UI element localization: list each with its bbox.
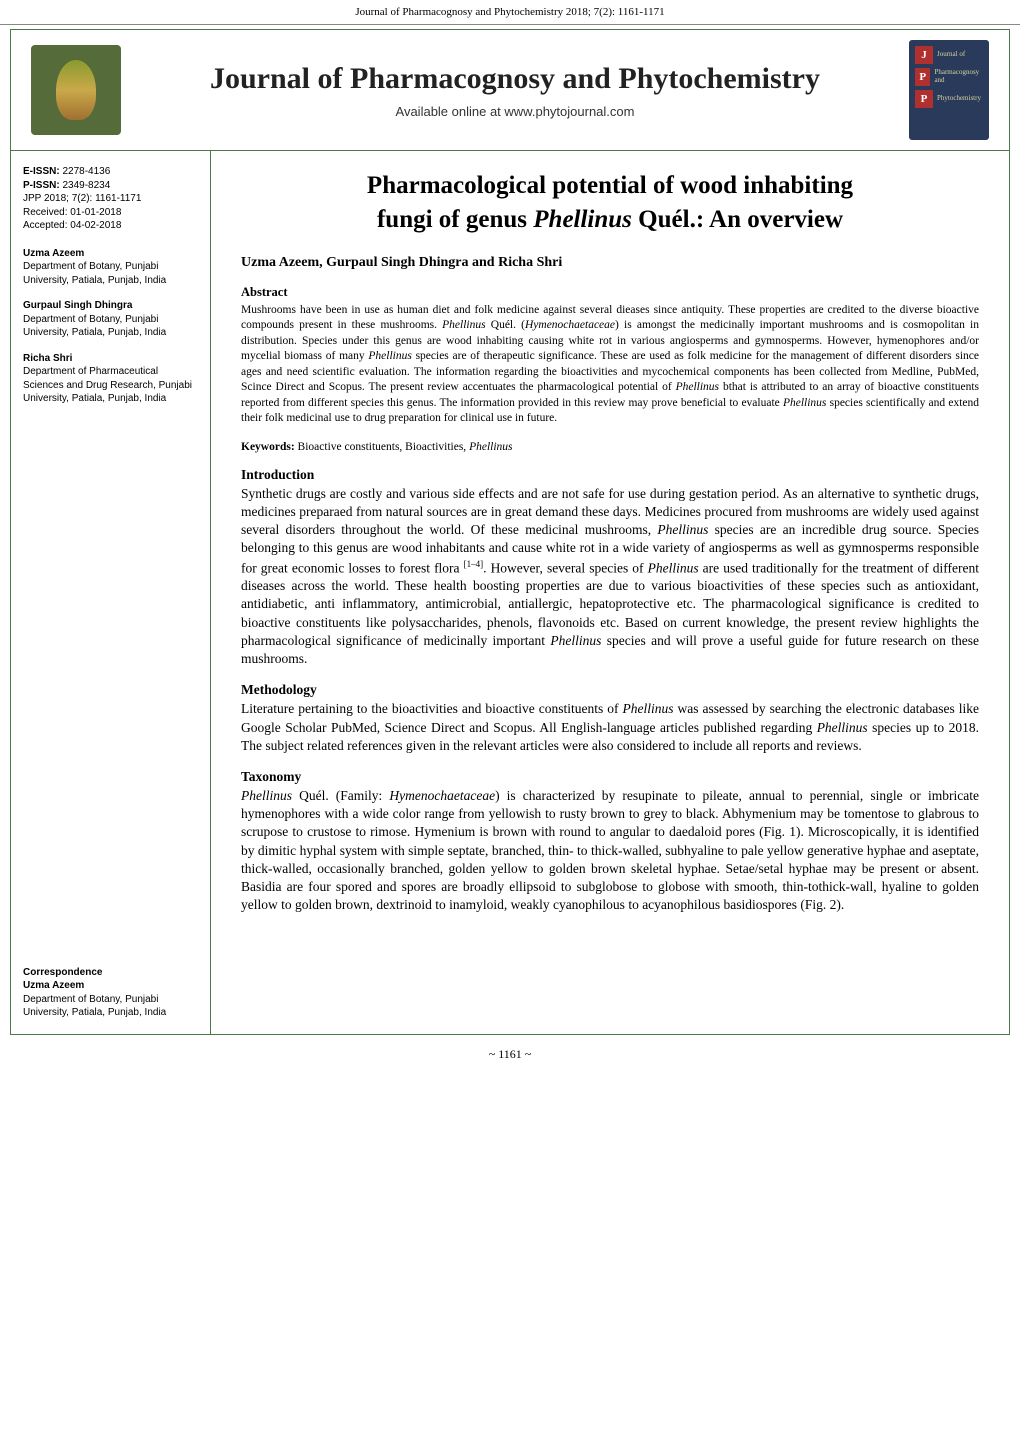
abstract-seg: Quél. ( — [486, 319, 525, 331]
method-seg: Literature pertaining to the bioactiviti… — [241, 701, 623, 716]
keywords-line: Keywords: Bioactive constituents, Bioact… — [241, 441, 979, 453]
eissn-label: E-ISSN: — [23, 166, 60, 177]
method-genus: Phellinus — [817, 720, 868, 735]
sidebar-author-name: Richa Shri — [23, 352, 198, 366]
page-number: ~ 1161 ~ — [0, 1039, 1020, 1070]
intro-genus: Phellinus — [550, 633, 601, 648]
abstract-genus: Phellinus — [676, 381, 719, 393]
abstract-heading: Abstract — [241, 285, 979, 300]
sidebar-author-affil: Department of Pharmaceutical Sciences an… — [23, 365, 198, 406]
keywords-label: Keywords: — [241, 441, 295, 453]
banner-center: Journal of Pharmacognosy and Phytochemis… — [121, 62, 909, 119]
journal-logo — [31, 45, 121, 135]
correspondence-name: Uzma Azeem — [23, 979, 198, 993]
journal-availability: Available online at www.phytojournal.com — [121, 104, 909, 119]
correspondence-heading: Correspondence — [23, 966, 198, 980]
sidebar-author: Richa Shri Department of Pharmaceutical … — [23, 352, 198, 406]
main-column: Pharmacological potential of wood inhabi… — [211, 151, 1009, 1034]
badge-letter-icon: P — [915, 68, 930, 86]
abstract-family: Hymenochaetaceae — [525, 319, 615, 331]
keywords-text: Bioactive constituents, Bioactivities, — [295, 441, 469, 453]
taxonomy-heading: Taxonomy — [241, 769, 979, 785]
badge-row: J Journal of — [915, 46, 983, 64]
method-genus: Phellinus — [623, 701, 674, 716]
logo-glyph-icon — [56, 60, 96, 120]
badge-text: Phytochemistry — [937, 95, 981, 103]
correspondence-block: Correspondence Uzma Azeem Department of … — [23, 966, 198, 1020]
title-line2a: fungi of genus — [377, 206, 533, 233]
abstract-genus: Phellinus — [442, 319, 485, 331]
methodology-text: Literature pertaining to the bioactiviti… — [241, 700, 979, 755]
intro-text: Synthetic drugs are costly and various s… — [241, 485, 979, 669]
taxonomy-text: Phellinus Quél. (Family: Hymenochaetacea… — [241, 787, 979, 915]
jpp-line: JPP 2018; 7(2): 1161-1171 — [23, 192, 198, 206]
sidebar-author: Uzma Azeem Department of Botany, Punjabi… — [23, 247, 198, 288]
content-area: E-ISSN: 2278-4136 P-ISSN: 2349-8234 JPP … — [11, 151, 1009, 1034]
taxonomy-seg: ) is characterized by resupinate to pile… — [241, 788, 979, 912]
left-sidebar: E-ISSN: 2278-4136 P-ISSN: 2349-8234 JPP … — [11, 151, 211, 1034]
sidebar-author-affil: Department of Botany, Punjabi University… — [23, 313, 198, 340]
journal-badge: J Journal of P Pharmacognosy and P Phyto… — [909, 40, 989, 140]
intro-seg: . However, several species of — [483, 560, 647, 575]
article-title: Pharmacological potential of wood inhabi… — [241, 169, 979, 237]
title-line2c: Quél.: An overview — [632, 206, 843, 233]
badge-text: Journal of — [937, 51, 965, 59]
received-line: Received: 01-01-2018 — [23, 206, 198, 220]
abstract-genus: Phellinus — [783, 397, 826, 409]
abstract-text: Mushrooms have been in use as human diet… — [241, 303, 979, 427]
accepted-line: Accepted: 04-02-2018 — [23, 219, 198, 233]
badge-letter-icon: J — [915, 46, 933, 64]
page-frame: Journal of Pharmacognosy and Phytochemis… — [10, 29, 1010, 1035]
intro-genus: Phellinus — [648, 560, 699, 575]
pissn-label: P-ISSN: — [23, 180, 60, 191]
badge-letter-icon: P — [915, 90, 933, 108]
taxonomy-seg: Quél. (Family: — [292, 788, 389, 803]
running-header: Journal of Pharmacognosy and Phytochemis… — [0, 0, 1020, 25]
abstract-genus: Phellinus — [368, 350, 411, 362]
sidebar-author-name: Uzma Azeem — [23, 247, 198, 261]
sidebar-author-name: Gurpaul Singh Dhingra — [23, 299, 198, 313]
intro-genus: Phellinus — [657, 522, 708, 537]
badge-row: P Phytochemistry — [915, 90, 983, 108]
journal-name: Journal of Pharmacognosy and Phytochemis… — [121, 62, 909, 96]
intro-ref: [1–4] — [464, 559, 484, 569]
badge-text: Pharmacognosy and — [934, 69, 983, 84]
title-line1: Pharmacological potential of wood inhabi… — [367, 172, 853, 199]
methodology-heading: Methodology — [241, 682, 979, 698]
keywords-genus: Phellinus — [469, 441, 512, 453]
header-banner: Journal of Pharmacognosy and Phytochemis… — [11, 30, 1009, 151]
taxonomy-family: Hymenochaetaceae — [389, 788, 495, 803]
meta-block: E-ISSN: 2278-4136 P-ISSN: 2349-8234 JPP … — [23, 165, 198, 233]
eissn-value: 2278-4136 — [60, 166, 111, 177]
eissn-line: E-ISSN: 2278-4136 — [23, 165, 198, 179]
sidebar-author-affil: Department of Botany, Punjabi University… — [23, 260, 198, 287]
sidebar-author: Gurpaul Singh Dhingra Department of Bota… — [23, 299, 198, 340]
pissn-line: P-ISSN: 2349-8234 — [23, 179, 198, 193]
authors-line: Uzma Azeem, Gurpaul Singh Dhingra and Ri… — [241, 255, 979, 271]
correspondence-affil: Department of Botany, Punjabi University… — [23, 993, 198, 1020]
badge-row: P Pharmacognosy and — [915, 68, 983, 86]
pissn-value: 2349-8234 — [60, 180, 111, 191]
title-genus: Phellinus — [533, 206, 632, 233]
taxonomy-genus: Phellinus — [241, 788, 292, 803]
intro-heading: Introduction — [241, 467, 979, 483]
